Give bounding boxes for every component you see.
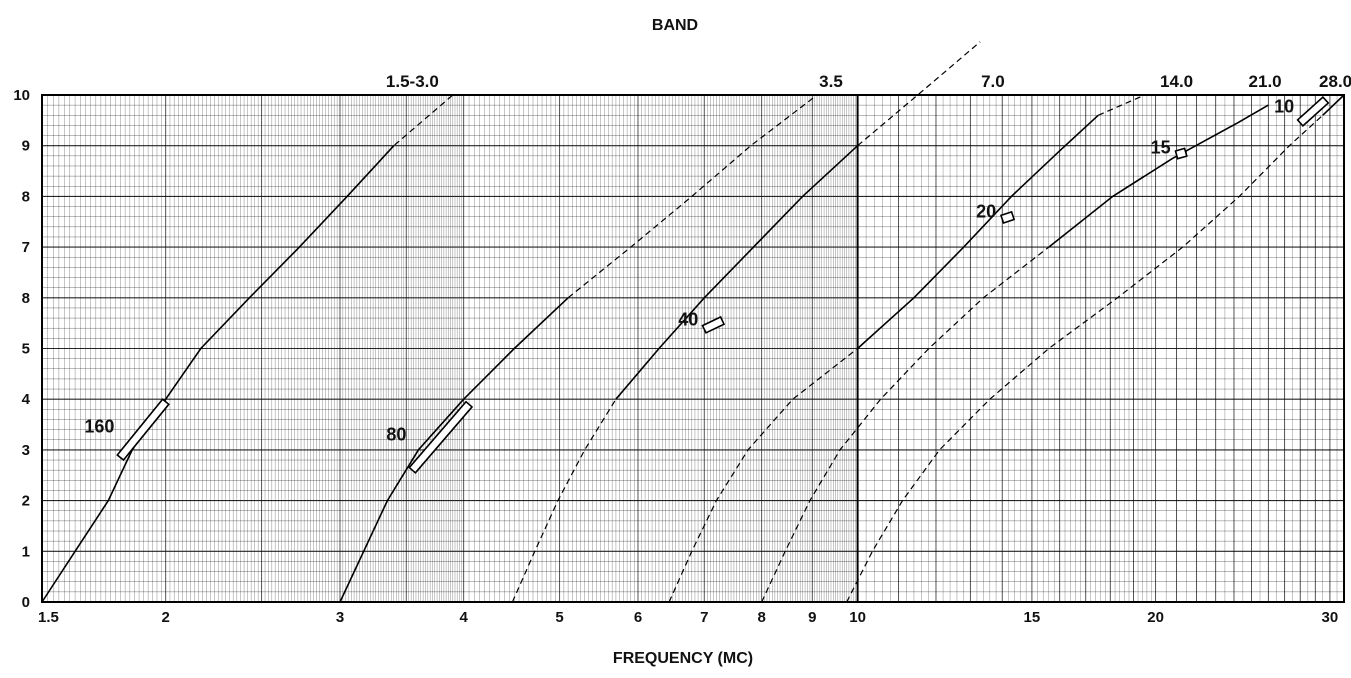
- band-label-3.5: 3.5: [819, 72, 843, 91]
- plot-border: [41, 94, 1345, 603]
- y-tick-1: 1: [22, 543, 30, 560]
- band-label-21.0: 21.0: [1249, 72, 1282, 91]
- band-marker-160: [116, 398, 170, 462]
- x-tick-10: 10: [849, 609, 866, 626]
- band-marker-80: [408, 400, 474, 474]
- y-tick-8: 8: [22, 188, 30, 205]
- x-tick-9: 9: [808, 609, 816, 626]
- x-tick-20: 20: [1147, 609, 1164, 626]
- series-line-7: [857, 41, 981, 147]
- band-label-14.0: 14.0: [1160, 72, 1193, 91]
- band-label-28.0: 28.0: [1319, 72, 1351, 91]
- series-line-9: [857, 114, 1099, 350]
- series-line-3: [339, 297, 569, 603]
- y-tick-3: 3: [22, 442, 30, 459]
- y-tick-7: 7: [22, 239, 30, 256]
- x-tick-8: 8: [758, 609, 766, 626]
- band-marker-20: [999, 210, 1016, 225]
- y-tick-0: 0: [22, 594, 30, 611]
- series-line-8: [668, 348, 858, 603]
- series-line-5: [511, 398, 617, 603]
- series-line-13: [846, 114, 1324, 603]
- y-tick-labels: 0 1 2 3 4 5 8 7 8 9 10: [13, 87, 30, 611]
- y-tick-4: 4: [22, 391, 31, 408]
- series-line-1: [41, 145, 395, 603]
- series-line-14: [1322, 94, 1345, 116]
- y-tick-9: 9: [22, 138, 30, 155]
- y-tick-10: 10: [13, 87, 30, 104]
- band-labels: 1.5-3.0 3.5 7.0 14.0 21.0 28.0: [386, 72, 1351, 91]
- band-marker-15: [1174, 147, 1188, 160]
- band-marker-label-80: 80: [386, 425, 406, 445]
- band-marker-label-160: 160: [84, 416, 114, 436]
- series-line-6: [615, 145, 859, 400]
- band-label-7.0: 7.0: [981, 72, 1005, 91]
- series-line-2: [346, 94, 454, 197]
- x-tick-30: 30: [1322, 609, 1339, 626]
- y-tick-5: 5: [22, 341, 30, 358]
- chart-title: BAND: [652, 17, 698, 34]
- band-marker-label-40: 40: [678, 309, 698, 329]
- band-markers: 160 80 40 20 15 10: [84, 95, 1330, 474]
- y-tick-8: 8: [22, 290, 30, 307]
- band-marker-label-20: 20: [976, 202, 996, 222]
- band-marker-label-15: 15: [1151, 138, 1171, 158]
- band-marker-40: [701, 315, 726, 334]
- x-tick-3: 3: [336, 609, 344, 626]
- x-tick-1.5: 1.5: [38, 609, 59, 626]
- series-group: [41, 41, 1345, 603]
- band-marker-label-10: 10: [1274, 97, 1294, 117]
- series-line-11: [761, 246, 1050, 603]
- series-line-4: [567, 94, 818, 299]
- x-tick-15: 15: [1024, 609, 1041, 626]
- x-tick-5: 5: [555, 609, 563, 626]
- grid: [41, 94, 1345, 603]
- x-tick-2: 2: [162, 609, 170, 626]
- x-tick-6: 6: [634, 609, 642, 626]
- y-tick-2: 2: [22, 493, 30, 510]
- band-label-1.5-3.0: 1.5-3.0: [386, 72, 439, 91]
- x-tick-7: 7: [700, 609, 708, 626]
- x-tick-4: 4: [460, 609, 469, 626]
- x-axis-label: FREQUENCY (MC): [613, 650, 753, 667]
- series-line-10: [1097, 94, 1145, 116]
- series-line-12: [1048, 104, 1269, 248]
- x-tick-labels: 1.5 2 3 4 5 6 7 8 9 10 15 20 30: [38, 609, 1338, 626]
- band-marker-10: [1296, 95, 1330, 128]
